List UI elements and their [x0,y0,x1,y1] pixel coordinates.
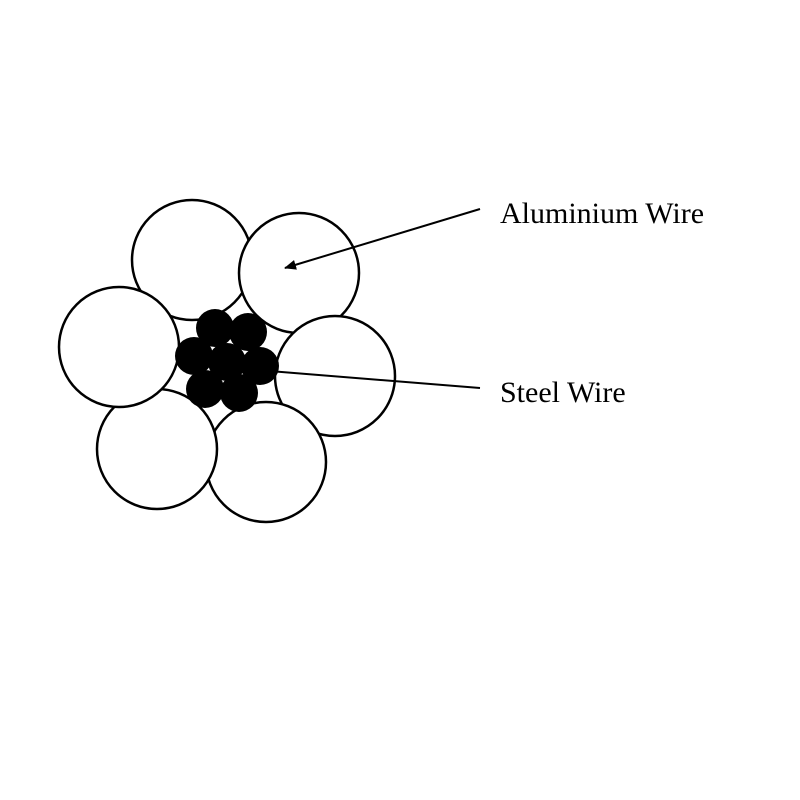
steel-wire-circle [175,337,213,375]
steel-wire-circle [220,374,258,412]
steel-wire-label: Steel Wire [500,376,626,410]
aluminium-wire-circle [206,402,326,522]
aluminium-wire-circle [59,287,179,407]
aluminium-wire-circle [239,213,359,333]
steel-wire-circle [229,313,267,351]
steel-wires-group [175,309,279,412]
cable-cross-section-svg [0,0,800,800]
diagram-container: Aluminium Wire Steel Wire [0,0,800,800]
aluminium-wire-label: Aluminium Wire [500,197,704,231]
steel-wire-circle [186,370,224,408]
